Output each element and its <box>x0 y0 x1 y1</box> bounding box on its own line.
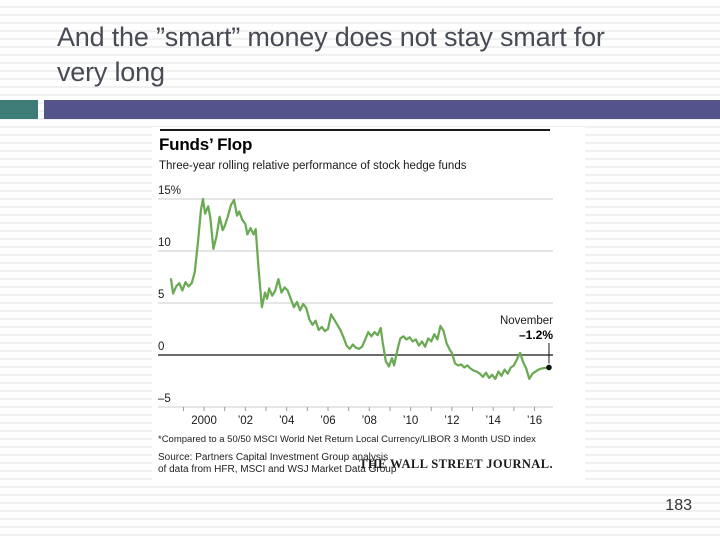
svg-text:’08: ’08 <box>362 415 377 427</box>
svg-text:–1.2%: –1.2% <box>519 328 553 342</box>
chart-subtitle: Three-year rolling relative performance … <box>159 160 467 172</box>
svg-text:5: 5 <box>158 289 164 301</box>
chart-panel: Funds’ Flop Three-year rolling relative … <box>152 127 585 481</box>
svg-text:2000: 2000 <box>191 415 217 427</box>
svg-text:’10: ’10 <box>403 415 418 427</box>
svg-text:’12: ’12 <box>444 415 459 427</box>
svg-text:’14: ’14 <box>486 415 502 427</box>
chart-top-rule <box>160 129 550 131</box>
svg-text:November: November <box>500 315 553 327</box>
svg-text:’02: ’02 <box>238 415 253 427</box>
accent-bar-purple <box>44 100 720 119</box>
page-number: 183 <box>665 497 692 514</box>
slide-title-line1: And the ”smart” money does not stay smar… <box>57 22 605 52</box>
wsj-logo: THE WALL STREET JOURNAL. <box>359 457 553 471</box>
svg-text:’16: ’16 <box>527 415 542 427</box>
chart-svg: 15% 10 5 0 –5 2000 ’02 ’04 ’06 ’08 ’10 ’12 ’14 ’16 Nov… <box>158 185 553 427</box>
accent-bar-teal <box>0 100 38 119</box>
svg-text:’04: ’04 <box>279 415 295 427</box>
slide-title: And the ”smart” money does not stay smar… <box>57 20 702 90</box>
chart-footnote: *Compared to a 50/50 MSCI World Net Retu… <box>158 434 536 445</box>
chart-source-line2: of data from HFR, MSCI and WSJ Market Da… <box>158 464 397 475</box>
chart-title: Funds’ Flop <box>159 135 253 154</box>
svg-text:’06: ’06 <box>320 415 335 427</box>
chart-source: Source: Partners Capital Investment Grou… <box>158 452 396 476</box>
svg-text:15%: 15% <box>158 185 181 197</box>
chart-source-line1: Source: Partners Capital Investment Grou… <box>158 452 389 463</box>
svg-text:10: 10 <box>158 237 171 249</box>
svg-text:–5: –5 <box>158 393 171 405</box>
slide-title-line2: very long <box>57 57 165 87</box>
svg-text:0: 0 <box>158 341 164 353</box>
